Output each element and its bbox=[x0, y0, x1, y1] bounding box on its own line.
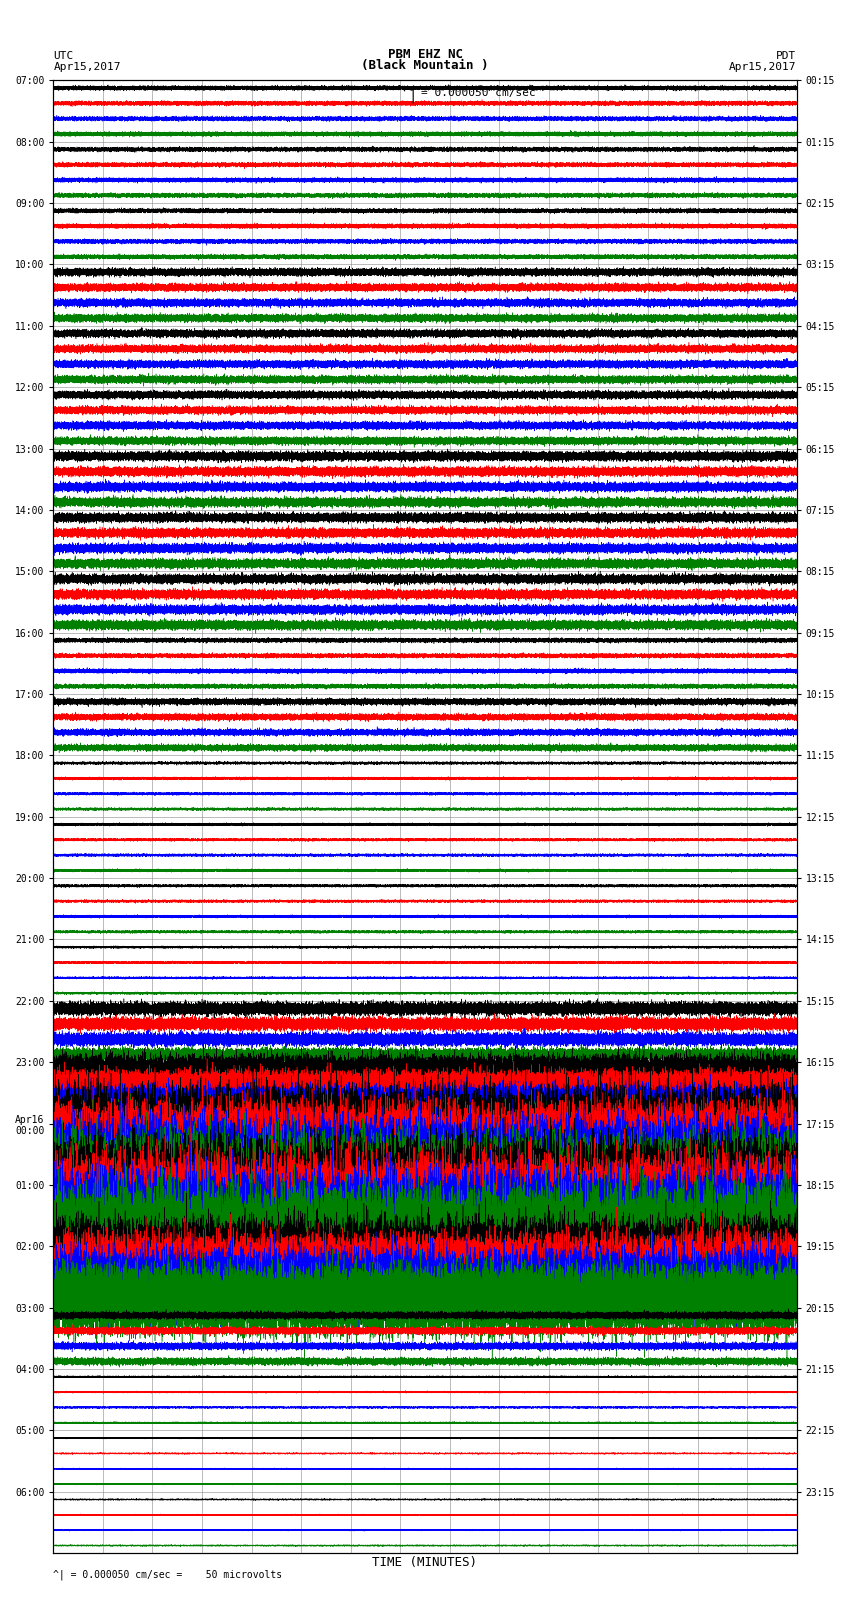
Text: ^| = 0.000050 cm/sec =    50 microvolts: ^| = 0.000050 cm/sec = 50 microvolts bbox=[54, 1569, 282, 1579]
Text: UTC: UTC bbox=[54, 52, 74, 61]
Text: Apr15,2017: Apr15,2017 bbox=[54, 63, 121, 73]
Text: |: | bbox=[408, 89, 416, 103]
Text: (Black Mountain ): (Black Mountain ) bbox=[361, 60, 489, 73]
Text: PBM EHZ NC: PBM EHZ NC bbox=[388, 48, 462, 61]
X-axis label: TIME (MINUTES): TIME (MINUTES) bbox=[372, 1557, 478, 1569]
Text: Apr15,2017: Apr15,2017 bbox=[729, 63, 796, 73]
Text: PDT: PDT bbox=[776, 52, 796, 61]
Text: = 0.000050 cm/sec: = 0.000050 cm/sec bbox=[421, 89, 536, 98]
